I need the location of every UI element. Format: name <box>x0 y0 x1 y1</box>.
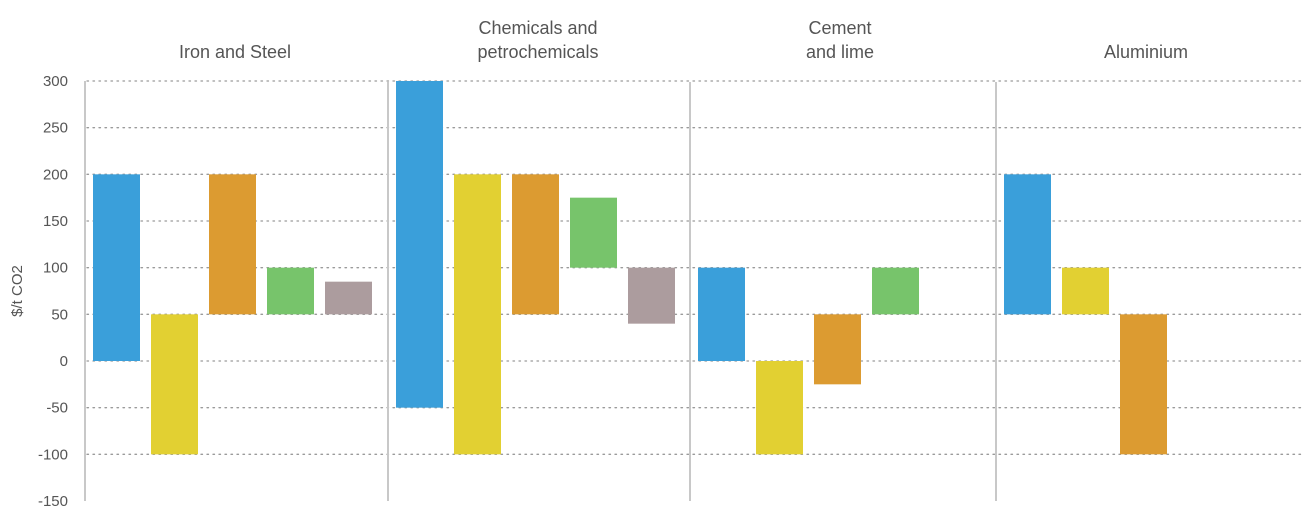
y-tick-label: 100 <box>43 260 68 277</box>
bar <box>209 174 256 315</box>
bar <box>872 267 919 315</box>
y-tick-label: 300 <box>43 73 68 90</box>
bar <box>756 361 803 455</box>
panel-title: Cement <box>808 18 871 38</box>
y-axis-label: $/t CO2 <box>9 265 26 317</box>
bar <box>93 174 140 361</box>
y-tick-label: 50 <box>51 306 68 323</box>
panel-title: Iron and Steel <box>179 42 291 62</box>
bar <box>1062 267 1109 315</box>
y-tick-label: 0 <box>60 353 68 370</box>
y-tick-label: 150 <box>43 213 68 230</box>
bar <box>1004 174 1051 315</box>
y-tick-label: -100 <box>38 446 68 463</box>
bar <box>570 197 617 268</box>
y-tick-label: -50 <box>46 400 68 417</box>
y-tick-label: 200 <box>43 166 68 183</box>
bar <box>267 267 314 315</box>
panel-title: petrochemicals <box>477 42 598 62</box>
y-tick-label: 250 <box>43 120 68 137</box>
bar <box>325 281 372 315</box>
bar <box>512 174 559 315</box>
bar <box>698 267 745 361</box>
bar <box>151 314 198 455</box>
bar <box>454 174 501 455</box>
bar <box>1120 314 1167 455</box>
panel-title: Chemicals and <box>478 18 597 38</box>
bar <box>628 267 675 324</box>
bar <box>814 314 861 385</box>
bar <box>396 81 443 408</box>
panel-title: and lime <box>806 42 874 62</box>
panel-title: Aluminium <box>1104 42 1188 62</box>
y-tick-label: -150 <box>38 493 68 508</box>
